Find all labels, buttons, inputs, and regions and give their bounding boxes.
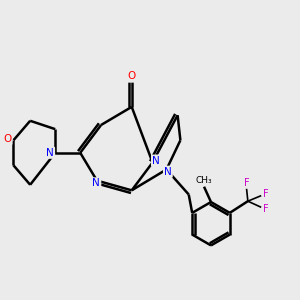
- Text: N: N: [152, 156, 160, 166]
- Text: N: N: [164, 167, 172, 177]
- Text: O: O: [3, 134, 11, 144]
- Text: CH₃: CH₃: [195, 176, 212, 185]
- Text: F: F: [244, 178, 249, 188]
- Text: F: F: [263, 189, 269, 199]
- Text: F: F: [263, 204, 269, 214]
- Text: N: N: [92, 178, 100, 188]
- Text: N: N: [46, 148, 54, 158]
- Text: O: O: [128, 71, 136, 81]
